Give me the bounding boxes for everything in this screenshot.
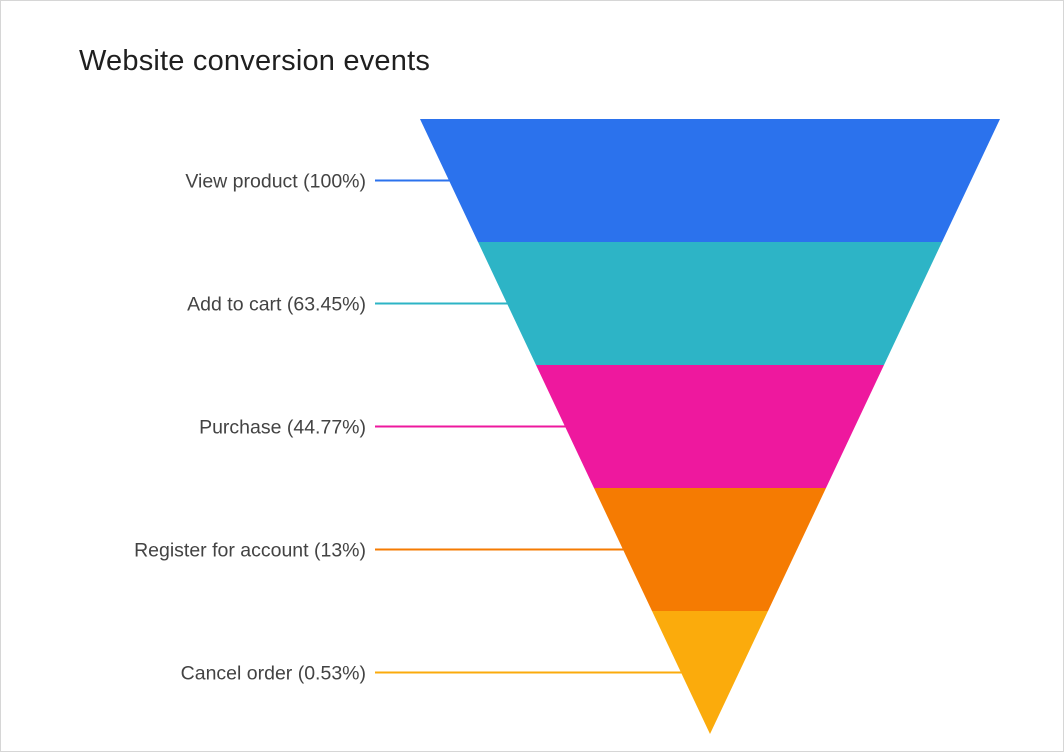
funnel-segment	[420, 119, 1000, 242]
funnel-stage-label: Register for account (13%)	[134, 540, 366, 562]
funnel-segment	[594, 488, 826, 611]
funnel-segment	[536, 365, 884, 488]
funnel-segment	[652, 611, 768, 734]
funnel-stage-label: Purchase (44.77%)	[199, 417, 366, 439]
funnel-stage-label: Cancel order (0.53%)	[181, 663, 366, 685]
funnel-segment	[478, 242, 942, 365]
funnel-stage-label: Add to cart (63.45%)	[187, 294, 366, 316]
funnel-stage-label: View product (100%)	[185, 171, 366, 193]
chart-title: Website conversion events	[79, 45, 431, 77]
